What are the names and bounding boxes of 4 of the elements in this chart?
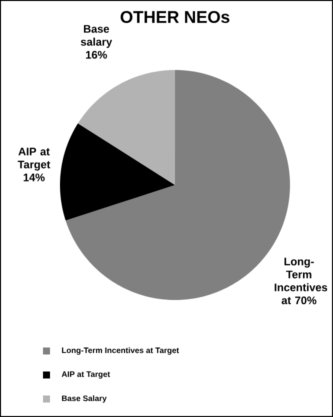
chart-title: OTHER NEOs [120, 11, 230, 23]
data-label: Long-Term Incentives at 70% [274, 258, 328, 304]
data-label: AIP at Target 14% [18, 148, 50, 182]
data-label: Base salary 16% [80, 25, 112, 59]
